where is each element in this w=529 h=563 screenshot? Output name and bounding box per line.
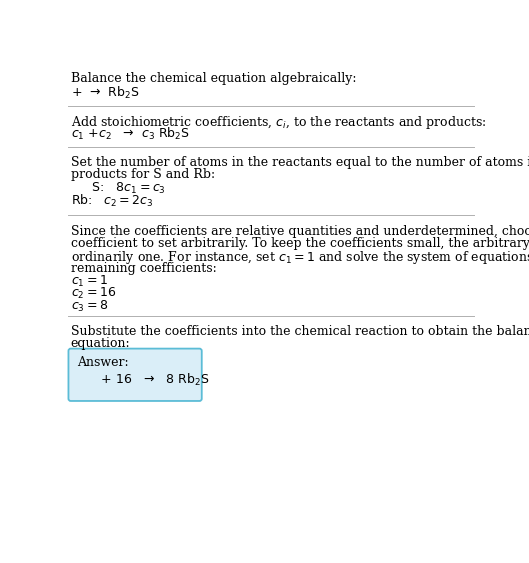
Text: +  →  Rb$_2$S: + → Rb$_2$S [71,84,140,101]
Text: products for S and Rb:: products for S and Rb: [71,168,215,181]
Text: Substitute the coefficients into the chemical reaction to obtain the balanced: Substitute the coefficients into the che… [71,325,529,338]
Text: Since the coefficients are relative quantities and underdetermined, choose a: Since the coefficients are relative quan… [71,225,529,238]
Text: equation:: equation: [71,337,131,350]
Text: Rb:   $c_2 = 2 c_3$: Rb: $c_2 = 2 c_3$ [71,193,153,209]
Text: coefficient to set arbitrarily. To keep the coefficients small, the arbitrary va: coefficient to set arbitrarily. To keep … [71,237,529,250]
Text: + 16   →   8 Rb$_2$S: + 16 → 8 Rb$_2$S [77,372,209,388]
Text: S:   $8 c_1 = c_3$: S: $8 c_1 = c_3$ [80,181,166,196]
Text: Balance the chemical equation algebraically:: Balance the chemical equation algebraica… [71,72,356,85]
Text: remaining coefficients:: remaining coefficients: [71,262,216,275]
Text: $c_3 = 8$: $c_3 = 8$ [71,298,108,314]
Text: ordinarily one. For instance, set $c_1 = 1$ and solve the system of equations fo: ordinarily one. For instance, set $c_1 =… [71,249,529,266]
Text: Add stoichiometric coefficients, $c_i$, to the reactants and products:: Add stoichiometric coefficients, $c_i$, … [71,114,486,131]
Text: $c_1 = 1$: $c_1 = 1$ [71,274,108,289]
Text: $c_2 = 16$: $c_2 = 16$ [71,286,116,301]
FancyBboxPatch shape [68,348,202,401]
Text: $c_1$ +$c_2$   →  $c_3$ Rb$_2$S: $c_1$ +$c_2$ → $c_3$ Rb$_2$S [71,126,190,142]
Text: Answer:: Answer: [77,356,129,369]
Text: Set the number of atoms in the reactants equal to the number of atoms in the: Set the number of atoms in the reactants… [71,156,529,169]
